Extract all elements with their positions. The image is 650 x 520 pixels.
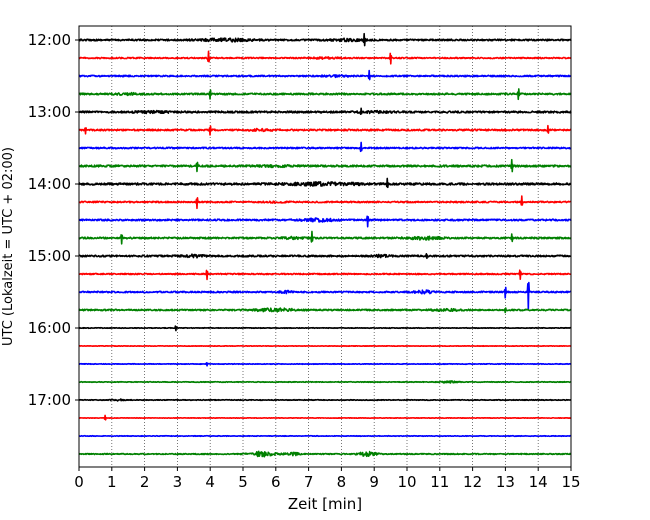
trace-row: [78, 177, 572, 189]
x-tick-label: 15: [561, 473, 580, 491]
x-tick-label: 2: [140, 473, 150, 491]
trace-row: [78, 253, 572, 260]
seismogram-traces: [78, 32, 572, 458]
trace-row: [78, 32, 572, 47]
x-tick-label: 1: [107, 473, 117, 491]
y-axis-label: UTC (Lokalzeit = UTC + 02:00): [1, 147, 16, 346]
trace-row: [78, 269, 572, 281]
y-tick-label: 15:00: [28, 247, 71, 265]
x-axis-label: Zeit [min]: [288, 495, 362, 513]
trace-row: [78, 281, 572, 311]
y-tick-label: 12:00: [28, 31, 71, 49]
y-axis-ticks: 12:00 13:00 14:00 15:00 16:00 17:00: [28, 31, 79, 409]
trace-row: [78, 195, 572, 210]
trace-row: [78, 307, 572, 314]
trace-row: [78, 434, 572, 438]
x-tick-label: 9: [369, 473, 379, 491]
x-tick-label: 6: [271, 473, 281, 491]
x-tick-label: 13: [496, 473, 515, 491]
trace-row: [78, 107, 572, 116]
x-tick-label: 14: [529, 473, 548, 491]
x-tick-label: 0: [74, 473, 84, 491]
trace-row: [78, 450, 572, 458]
plot-frame: [78, 25, 572, 468]
trace-row: [78, 69, 572, 81]
x-tick-label: 12: [463, 473, 482, 491]
x-tick-label: 3: [173, 473, 183, 491]
trace-row: [78, 124, 572, 136]
x-tick-label: 4: [205, 473, 215, 491]
trace-row: [78, 344, 572, 348]
x-tick-label: 8: [337, 473, 347, 491]
trace-row: [78, 398, 572, 402]
x-tick-label: 10: [397, 473, 416, 491]
y-tick-label: 17:00: [28, 391, 71, 409]
trace-row: [78, 158, 572, 173]
trace-row: [78, 414, 572, 421]
trace-row: [78, 50, 572, 65]
trace-row: [78, 88, 572, 101]
y-tick-label: 16:00: [28, 319, 71, 337]
x-tick-label: 11: [430, 473, 449, 491]
trace-row: [78, 215, 572, 228]
trace-row: [78, 362, 572, 367]
trace-row: [78, 380, 572, 384]
y-tick-label: 14:00: [28, 175, 71, 193]
x-tick-label: 7: [304, 473, 314, 491]
y-tick-label: 13:00: [28, 103, 71, 121]
trace-row: [78, 325, 572, 332]
x-tick-label: 5: [238, 473, 248, 491]
trace-row: [78, 141, 572, 153]
x-axis-ticks: 0 1 2 3 4 5 6 7 8 9 10 11 12 13 14 15: [74, 467, 581, 491]
trace-row: [78, 230, 572, 245]
